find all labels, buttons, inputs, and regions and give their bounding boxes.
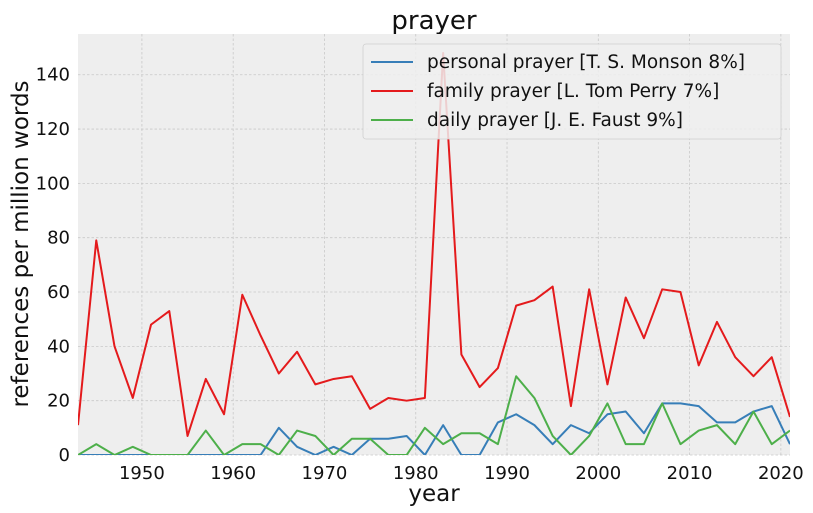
x-tick-label: 1990: [484, 463, 530, 484]
legend-entry: family prayer [L. Tom Perry 7%]: [427, 81, 719, 102]
x-tick-label: 2010: [667, 463, 713, 484]
legend: personal prayer [T. S. Monson 8%] family …: [362, 43, 782, 140]
y-tick-label: 100: [36, 173, 70, 194]
x-axis-ticks: 1950 1960 1970 1980 1990 2000 2010 2020: [119, 463, 804, 484]
x-tick-label: 2000: [575, 463, 621, 484]
y-tick-label: 20: [47, 391, 70, 412]
y-tick-label: 0: [59, 445, 70, 466]
legend-entry: personal prayer [T. S. Monson 8%]: [427, 52, 745, 73]
x-tick-label: 2020: [758, 463, 804, 484]
series-line-1: [78, 52, 790, 437]
legend-box: [362, 43, 782, 140]
x-tick-label: 1950: [119, 463, 165, 484]
y-tick-label: 120: [36, 119, 70, 140]
x-tick-label: 1970: [302, 463, 348, 484]
y-tick-label: 40: [47, 336, 70, 357]
series-line-0: [78, 402, 790, 455]
y-tick-label: 80: [47, 228, 70, 249]
x-axis-label: year: [408, 481, 460, 507]
y-axis-label: references per million words: [8, 80, 34, 407]
legend-entry: daily prayer [J. E. Faust 9%]: [427, 110, 683, 131]
series-lines: [78, 52, 790, 455]
y-axis-ticks: 0 20 40 60 80 100 120 140: [36, 65, 70, 466]
chart-title: prayer: [391, 6, 477, 36]
x-tick-label: 1980: [393, 463, 439, 484]
x-tick-label: 1960: [210, 463, 256, 484]
y-tick-label: 140: [36, 65, 70, 86]
series-line-2: [78, 375, 790, 455]
y-tick-label: 60: [47, 282, 70, 303]
